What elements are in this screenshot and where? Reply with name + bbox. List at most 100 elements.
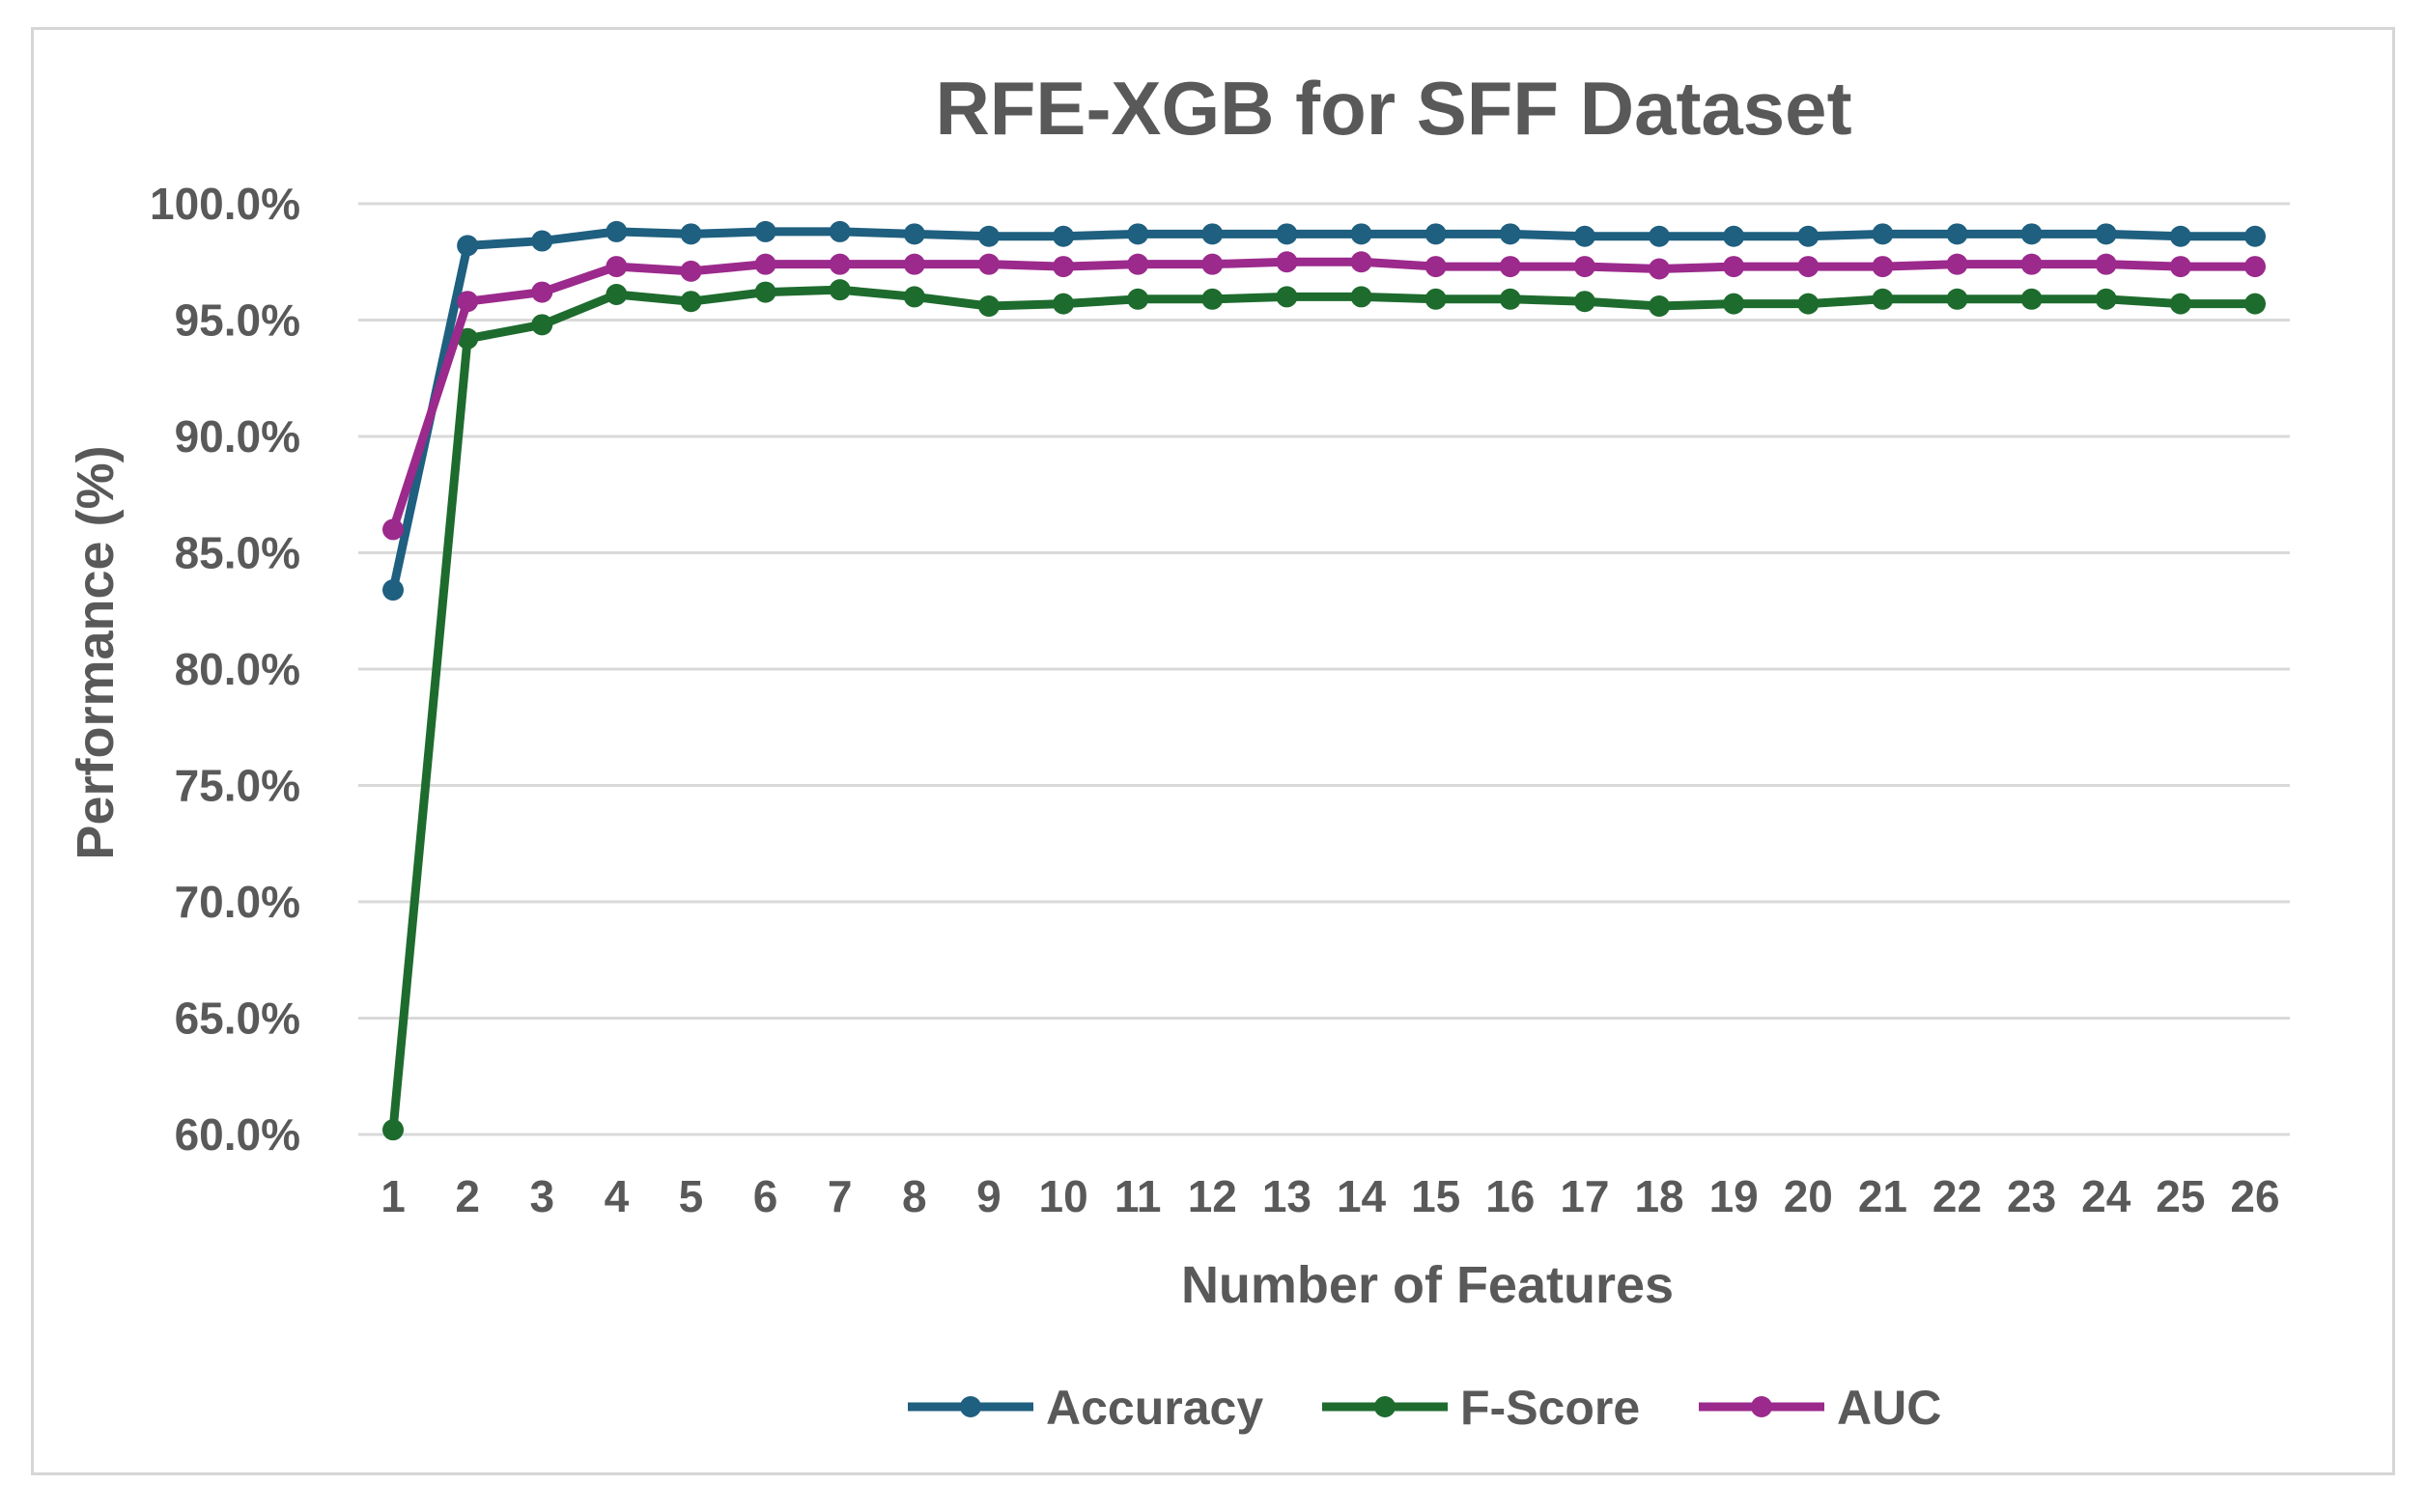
- data-point-accuracy: [1127, 223, 1149, 245]
- x-tick-label: 23: [2007, 1171, 2056, 1221]
- data-point-auc: [2244, 256, 2266, 278]
- series-line-f-score: [388, 285, 2260, 1134]
- data-point-auc: [680, 260, 702, 282]
- data-point-auc: [2095, 253, 2117, 275]
- data-point-auc: [1127, 253, 1149, 275]
- data-point-accuracy: [606, 220, 628, 242]
- data-point-auc: [382, 518, 404, 541]
- y-axis-label: Performance (%): [67, 445, 125, 859]
- data-point-f-score: [1723, 293, 1745, 315]
- series-accuracy: [382, 220, 2266, 602]
- data-point-f-score: [754, 281, 776, 303]
- data-point-f-score: [829, 279, 851, 301]
- data-point-accuracy: [2095, 223, 2117, 245]
- x-tick-label: 19: [1709, 1171, 1759, 1221]
- data-point-f-score: [1499, 288, 1521, 310]
- data-point-f-score: [2020, 288, 2043, 310]
- x-tick-label: 8: [902, 1171, 927, 1221]
- gridlines: [358, 202, 2290, 1136]
- data-point-f-score: [606, 283, 628, 305]
- data-point-f-score: [382, 1119, 404, 1141]
- data-point-auc: [531, 281, 553, 303]
- x-tick-label: 15: [1411, 1171, 1460, 1221]
- data-point-f-score: [1946, 288, 1968, 310]
- data-point-f-score: [457, 327, 479, 350]
- y-axis-ticks: 60.0% 65.0% 70.0% 75.0% 80.0% 85.0% 90.0% 95.0%…: [150, 179, 300, 1160]
- series-layer: [382, 220, 2266, 1141]
- data-point-f-score: [1573, 291, 1595, 313]
- data-point-accuracy: [1499, 223, 1521, 245]
- x-tick-label: 1: [381, 1171, 406, 1221]
- data-point-accuracy: [977, 225, 1000, 247]
- data-point-auc: [829, 253, 851, 275]
- y-tick-label: 80.0%: [175, 644, 300, 694]
- x-tick-label: 21: [1858, 1171, 1907, 1221]
- series-auc: [382, 251, 2266, 541]
- data-point-f-score: [680, 291, 702, 313]
- data-point-auc: [1276, 251, 1298, 273]
- data-point-f-score: [2095, 288, 2117, 310]
- y-tick-label: 95.0%: [175, 295, 300, 346]
- y-tick-label: 75.0%: [175, 761, 300, 811]
- x-tick-label: 3: [529, 1171, 554, 1221]
- x-tick-label: 16: [1485, 1171, 1535, 1221]
- y-tick-label: 85.0%: [175, 528, 300, 578]
- data-point-f-score: [977, 295, 1000, 318]
- x-tick-label: 4: [605, 1171, 630, 1221]
- data-point-accuracy: [1872, 223, 1894, 245]
- data-point-f-score: [1127, 288, 1149, 310]
- legend-label-f-score: F-Score: [1460, 1381, 1640, 1435]
- legend-marker-auc: [1751, 1396, 1772, 1417]
- legend-marker-f-score: [1374, 1396, 1396, 1417]
- data-point-f-score: [903, 286, 925, 308]
- data-point-auc: [2169, 256, 2191, 278]
- x-tick-label: 13: [1262, 1171, 1312, 1221]
- data-point-auc: [1797, 256, 1820, 278]
- x-tick-label: 22: [1932, 1171, 1982, 1221]
- data-point-accuracy: [1276, 223, 1298, 245]
- data-point-accuracy: [1053, 225, 1075, 247]
- series-f-score: [382, 279, 2266, 1141]
- data-point-accuracy: [2020, 223, 2043, 245]
- legend-item-auc: AUC: [1699, 1381, 1941, 1435]
- data-point-accuracy: [382, 579, 404, 602]
- legend: Accuracy F-Score AUC: [908, 1381, 1941, 1435]
- data-point-auc: [2020, 253, 2043, 275]
- data-point-accuracy: [1723, 225, 1745, 247]
- data-point-auc: [1053, 256, 1075, 278]
- x-tick-label: 5: [679, 1171, 704, 1221]
- data-point-accuracy: [829, 220, 851, 242]
- data-point-accuracy: [2244, 225, 2266, 247]
- data-point-auc: [1499, 256, 1521, 278]
- data-point-f-score: [2244, 293, 2266, 315]
- data-point-accuracy: [1649, 225, 1671, 247]
- series-line-accuracy: [388, 227, 2260, 595]
- x-tick-label: 18: [1634, 1171, 1683, 1221]
- y-tick-label: 100.0%: [150, 179, 300, 229]
- data-point-accuracy: [531, 230, 553, 252]
- data-point-auc: [1946, 253, 1968, 275]
- data-point-accuracy: [1350, 223, 1372, 245]
- data-point-f-score: [1053, 293, 1075, 315]
- legend-item-f-score: F-Score: [1322, 1381, 1640, 1435]
- y-tick-label: 65.0%: [175, 994, 300, 1044]
- data-point-f-score: [1649, 295, 1671, 318]
- x-tick-label: 12: [1188, 1171, 1237, 1221]
- data-point-accuracy: [680, 223, 702, 245]
- legend-label-auc: AUC: [1837, 1381, 1941, 1435]
- x-axis-ticks: 1 2 3 4 5 6 7 8 9 10 11 12 13 14 15 16 17 18 19 20 21 22 23 24 2…: [381, 1171, 2279, 1221]
- x-tick-label: 7: [828, 1171, 853, 1221]
- data-point-auc: [754, 253, 776, 275]
- data-point-auc: [1425, 256, 1447, 278]
- x-tick-label: 6: [753, 1171, 778, 1221]
- data-point-accuracy: [2169, 225, 2191, 247]
- data-point-accuracy: [1201, 223, 1224, 245]
- data-point-auc: [977, 253, 1000, 275]
- legend-marker-accuracy: [960, 1396, 981, 1417]
- chart-frame: RFE-XGB for SFF Dataset 60.0% 65.0% 70.0% 7…: [31, 27, 2395, 1475]
- x-tick-label: 17: [1560, 1171, 1609, 1221]
- data-point-accuracy: [1797, 225, 1820, 247]
- y-tick-label: 90.0%: [175, 411, 300, 462]
- data-point-f-score: [2169, 293, 2191, 315]
- data-point-f-score: [1425, 288, 1447, 310]
